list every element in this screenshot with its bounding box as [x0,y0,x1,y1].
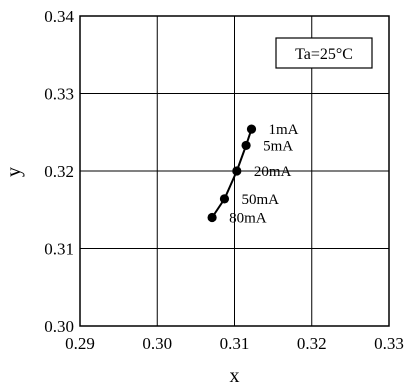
condition-box-frame [275,37,373,69]
y-tick-labels: 0.30 0.31 0.32 0.33 0.34 [44,7,74,336]
data-point [241,140,251,151]
data-point-label: 50mA [241,192,279,208]
data-point [207,212,217,223]
x-tick-labels: 0.29 0.30 0.31 0.32 0.33 [65,334,404,353]
x-tick-label: 0.31 [220,334,250,353]
data-point-label: 1mA [268,122,298,138]
data-point [219,194,230,204]
data-point-label: 5mA [263,138,293,154]
data-points [207,124,257,223]
x-tick-label: 0.29 [65,334,95,353]
data-point-label: 80mA [229,211,267,227]
condition-box: Ta=25°C [275,37,373,69]
x-tick-label: 0.30 [142,334,172,353]
y-tick-label: 0.30 [44,317,74,336]
x-tick-label: 0.33 [374,334,404,353]
y-tick-label: 0.33 [44,85,74,104]
data-point [246,124,257,134]
x-tick-label: 0.32 [297,334,327,353]
x-axis-label: x [230,365,240,385]
y-tick-label: 0.31 [44,240,74,259]
data-point [232,166,242,176]
condition-text: Ta=25°C [295,46,353,63]
plot-frame [79,15,390,327]
y-tick-label: 0.32 [44,162,74,181]
y-axis-label: y [3,167,25,177]
y-tick-label: 0.34 [44,7,74,26]
data-point-label: 20mA [254,164,292,180]
